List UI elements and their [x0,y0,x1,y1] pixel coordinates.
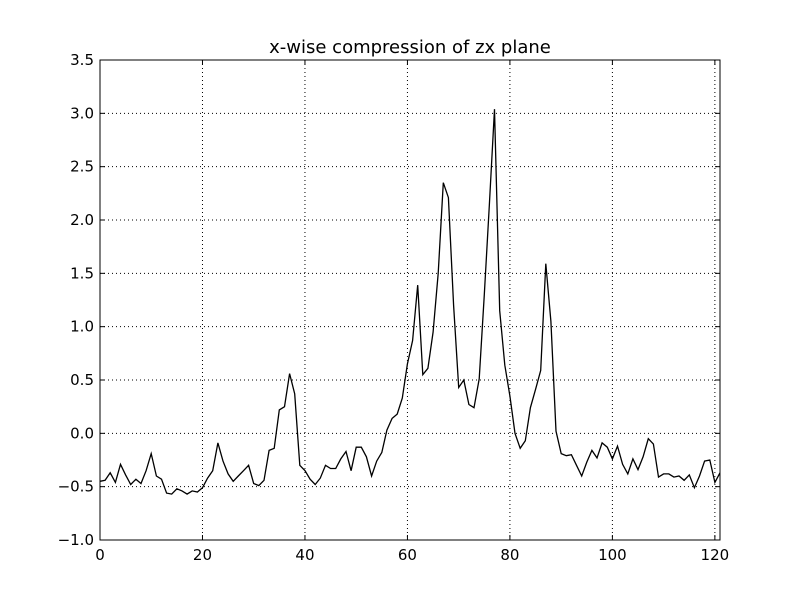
y-tick-label: 1.5 [70,264,94,282]
y-tick-label: 2.0 [70,211,94,229]
x-tick-label: 20 [193,546,212,564]
y-tick-label: −0.5 [58,478,94,496]
y-tick-label: 0.5 [70,371,94,389]
plot-frame [99,59,721,541]
chart-title: x-wise compression of zx plane [269,37,551,58]
x-tick-label: 60 [398,546,417,564]
y-tick-label: 1.0 [70,318,94,336]
x-tick-label: 40 [295,546,314,564]
x-tick-label: 100 [598,546,627,564]
y-tick-label: 0.0 [70,424,94,442]
series [99,109,721,495]
x-tick-labels: 0 20 40 60 80 100 120 [95,546,729,564]
y-tick-label: −1.0 [58,531,94,549]
x-tick-label: 0 [95,546,105,564]
x-tick-label: 120 [701,546,730,564]
axis-ticks [99,59,720,541]
y-tick-label: 3.5 [70,51,94,69]
x-tick-label: 80 [500,546,519,564]
y-tick-label: 2.5 [70,158,94,176]
series-line [99,109,721,495]
y-tick-label: 3.0 [70,104,94,122]
y-tick-labels: −1.0 −0.5 0.0 0.5 1.0 1.5 2.0 2.5 3.0 3.5 [58,51,94,549]
